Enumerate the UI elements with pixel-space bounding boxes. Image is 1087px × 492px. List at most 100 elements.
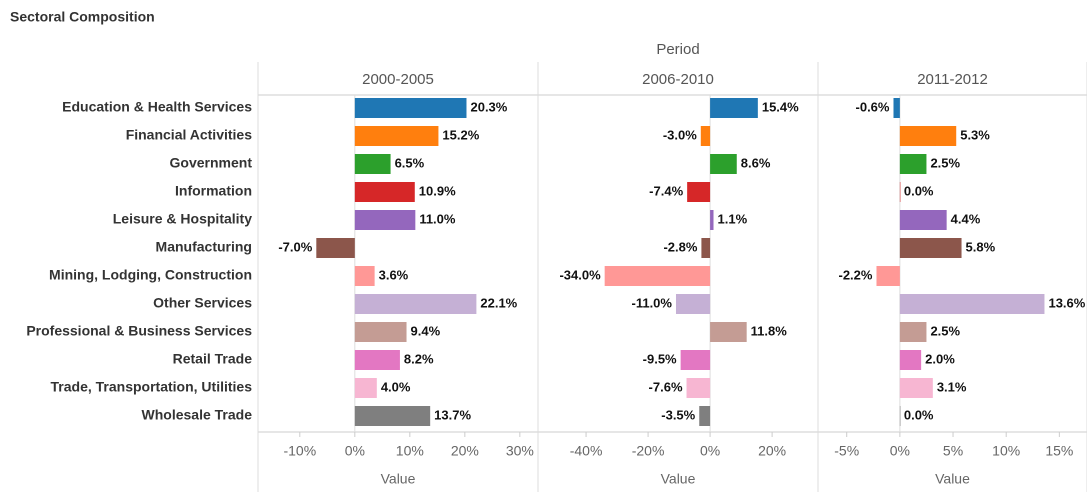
bar <box>899 238 962 258</box>
category-label: Leisure & Hospitality <box>113 211 252 227</box>
value-label: 4.4% <box>951 211 981 226</box>
category-label: Education & Health Services <box>62 99 252 115</box>
bar <box>899 294 1045 314</box>
x-tick-label: 10% <box>992 443 1020 459</box>
x-tick-label: 0% <box>700 443 720 459</box>
panel-title: 2000-2005 <box>362 71 434 88</box>
value-label: 20.3% <box>470 99 507 114</box>
bar <box>354 406 431 426</box>
category-label: Professional & Business Services <box>26 323 252 339</box>
category-label: Manufacturing <box>156 239 252 255</box>
category-label: Government <box>170 155 253 171</box>
x-axis-title: Value <box>661 471 696 487</box>
bar <box>354 322 407 342</box>
x-tick-label: 0% <box>890 443 910 459</box>
value-label: 2.5% <box>930 155 960 170</box>
panel-title: 2011-2012 <box>917 71 988 88</box>
x-tick-label: 10% <box>396 443 424 459</box>
bar <box>876 266 900 286</box>
value-label: 15.2% <box>442 127 479 142</box>
bar <box>354 294 477 314</box>
bar <box>316 238 355 258</box>
category-label: Financial Activities <box>126 127 253 143</box>
x-tick-label: 5% <box>943 443 963 459</box>
bar <box>354 378 377 398</box>
bar <box>899 210 947 230</box>
bar <box>687 182 711 202</box>
bar <box>899 182 901 202</box>
bar <box>675 294 711 314</box>
value-label: 8.6% <box>741 155 771 170</box>
x-tick-label: 20% <box>758 443 786 459</box>
value-label: 15.4% <box>762 99 799 114</box>
value-label: 6.5% <box>395 155 425 170</box>
value-label: 1.1% <box>718 211 748 226</box>
bar <box>710 210 714 230</box>
value-label: 11.0% <box>419 211 456 226</box>
x-tick-label: -10% <box>283 443 316 459</box>
category-label: Wholesale Trade <box>142 407 253 423</box>
value-label: -7.4% <box>649 183 683 198</box>
value-label: -2.8% <box>663 239 697 254</box>
x-tick-label: 15% <box>1045 443 1073 459</box>
panel-title: 2006-2010 <box>642 71 714 88</box>
bar <box>354 154 391 174</box>
value-label: 3.1% <box>937 379 967 394</box>
bar <box>354 126 439 146</box>
bar <box>899 126 957 146</box>
value-label: 5.3% <box>960 127 990 142</box>
bar <box>354 210 416 230</box>
bar <box>680 350 711 370</box>
bar <box>899 378 933 398</box>
x-axis-title: Value <box>935 471 970 487</box>
x-tick-label: 30% <box>506 443 534 459</box>
bar <box>893 98 900 118</box>
bar <box>899 406 901 426</box>
bar <box>354 182 415 202</box>
bar <box>710 98 758 118</box>
bar <box>710 154 737 174</box>
value-label: -7.0% <box>278 239 312 254</box>
value-label: 2.5% <box>930 323 960 338</box>
bar <box>899 322 927 342</box>
x-tick-label: -20% <box>632 443 665 459</box>
category-label: Mining, Lodging, Construction <box>49 267 252 283</box>
bar <box>354 98 467 118</box>
x-tick-label: 20% <box>451 443 479 459</box>
value-label: -2.2% <box>839 267 873 282</box>
bar <box>699 406 711 426</box>
value-label: 2.0% <box>925 351 955 366</box>
bar <box>710 322 747 342</box>
value-label: 9.4% <box>411 323 441 338</box>
value-label: 0.0% <box>904 407 934 422</box>
bar <box>899 154 927 174</box>
value-label: -34.0% <box>559 267 601 282</box>
value-label: 3.6% <box>379 267 409 282</box>
value-label: 13.7% <box>434 407 471 422</box>
x-tick-label: 0% <box>345 443 365 459</box>
x-tick-label: -40% <box>570 443 603 459</box>
column-title: Period <box>656 41 699 58</box>
chart-title: Sectoral Composition <box>10 9 155 25</box>
bar <box>686 378 711 398</box>
category-label: Trade, Transportation, Utilities <box>51 379 253 395</box>
bar <box>899 350 922 370</box>
value-label: 4.0% <box>381 379 411 394</box>
category-label: Retail Trade <box>173 351 253 367</box>
value-label: 13.6% <box>1048 295 1085 310</box>
value-label: -3.0% <box>663 127 697 142</box>
value-label: 0.0% <box>904 183 934 198</box>
value-label: -9.5% <box>643 351 677 366</box>
value-label: 10.9% <box>419 183 456 198</box>
category-label: Other Services <box>153 295 252 311</box>
x-tick-label: -5% <box>834 443 859 459</box>
value-label: 8.2% <box>404 351 434 366</box>
value-label: -11.0% <box>632 295 673 310</box>
value-label: 22.1% <box>480 295 517 310</box>
bar <box>700 126 711 146</box>
bar <box>701 238 711 258</box>
x-axis-title: Value <box>381 471 416 487</box>
value-label: -0.6% <box>856 99 890 114</box>
bar <box>604 266 711 286</box>
